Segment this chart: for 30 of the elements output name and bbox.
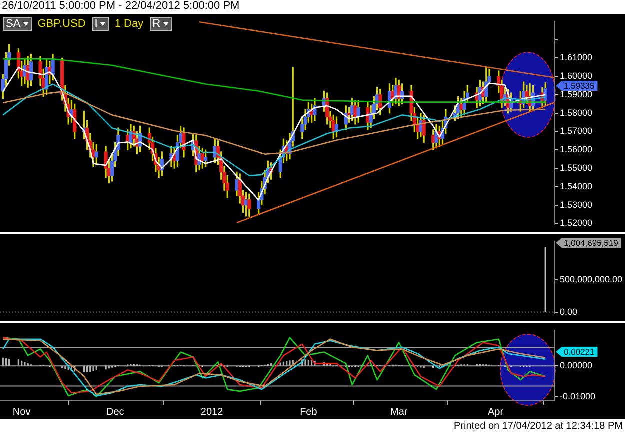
annotation: 1 Day (114, 18, 144, 30)
y-tick-label: 0.00 (560, 306, 578, 317)
y-tick-label: 1.55000 (560, 162, 593, 173)
annotation: SA (6, 18, 21, 30)
y-tick-label: 1.52000 (560, 218, 593, 228)
text: Printed on 17/04/2012 at 12:34:18 PM (454, 421, 623, 432)
x-tick-label: Dec (106, 406, 124, 418)
text: 1,004,695,519 (556, 238, 622, 248)
y-tick-label: 1.59000 (560, 89, 593, 100)
y-tick-label: -0.01000 (560, 391, 596, 402)
x-tick-label: 2012 (200, 406, 224, 418)
annotation: GBP.USD (38, 18, 86, 30)
annotation: I (94, 18, 98, 30)
y-tick-label: 1.60000 (560, 71, 593, 82)
text: 0.00221 (556, 347, 598, 357)
x-tick-label: Nov (12, 406, 31, 418)
x-tick-label: Feb (300, 406, 318, 418)
text: 1.59335 (556, 81, 598, 91)
y-tick-label: 1.58000 (560, 108, 593, 118)
x-tick-label: Mar (390, 406, 408, 418)
y-tick-label: 500,000,000.00 (560, 274, 623, 285)
y-tick-label: 1.54000 (560, 181, 593, 192)
y-tick-label: 1.61000 (560, 52, 593, 63)
chart-title: 26/10/2011 5:00:00 PM - 22/04/2012 5:00:00 PM (2, 0, 240, 13)
y-tick-label: 1.56000 (560, 144, 593, 155)
x-tick-label: Apr (488, 406, 504, 418)
annotation: R (152, 18, 161, 30)
y-tick-label: 1.57000 (560, 126, 593, 136)
y-tick-label: 0.00000 (560, 360, 593, 371)
y-tick-label: 1.53000 (560, 200, 593, 210)
